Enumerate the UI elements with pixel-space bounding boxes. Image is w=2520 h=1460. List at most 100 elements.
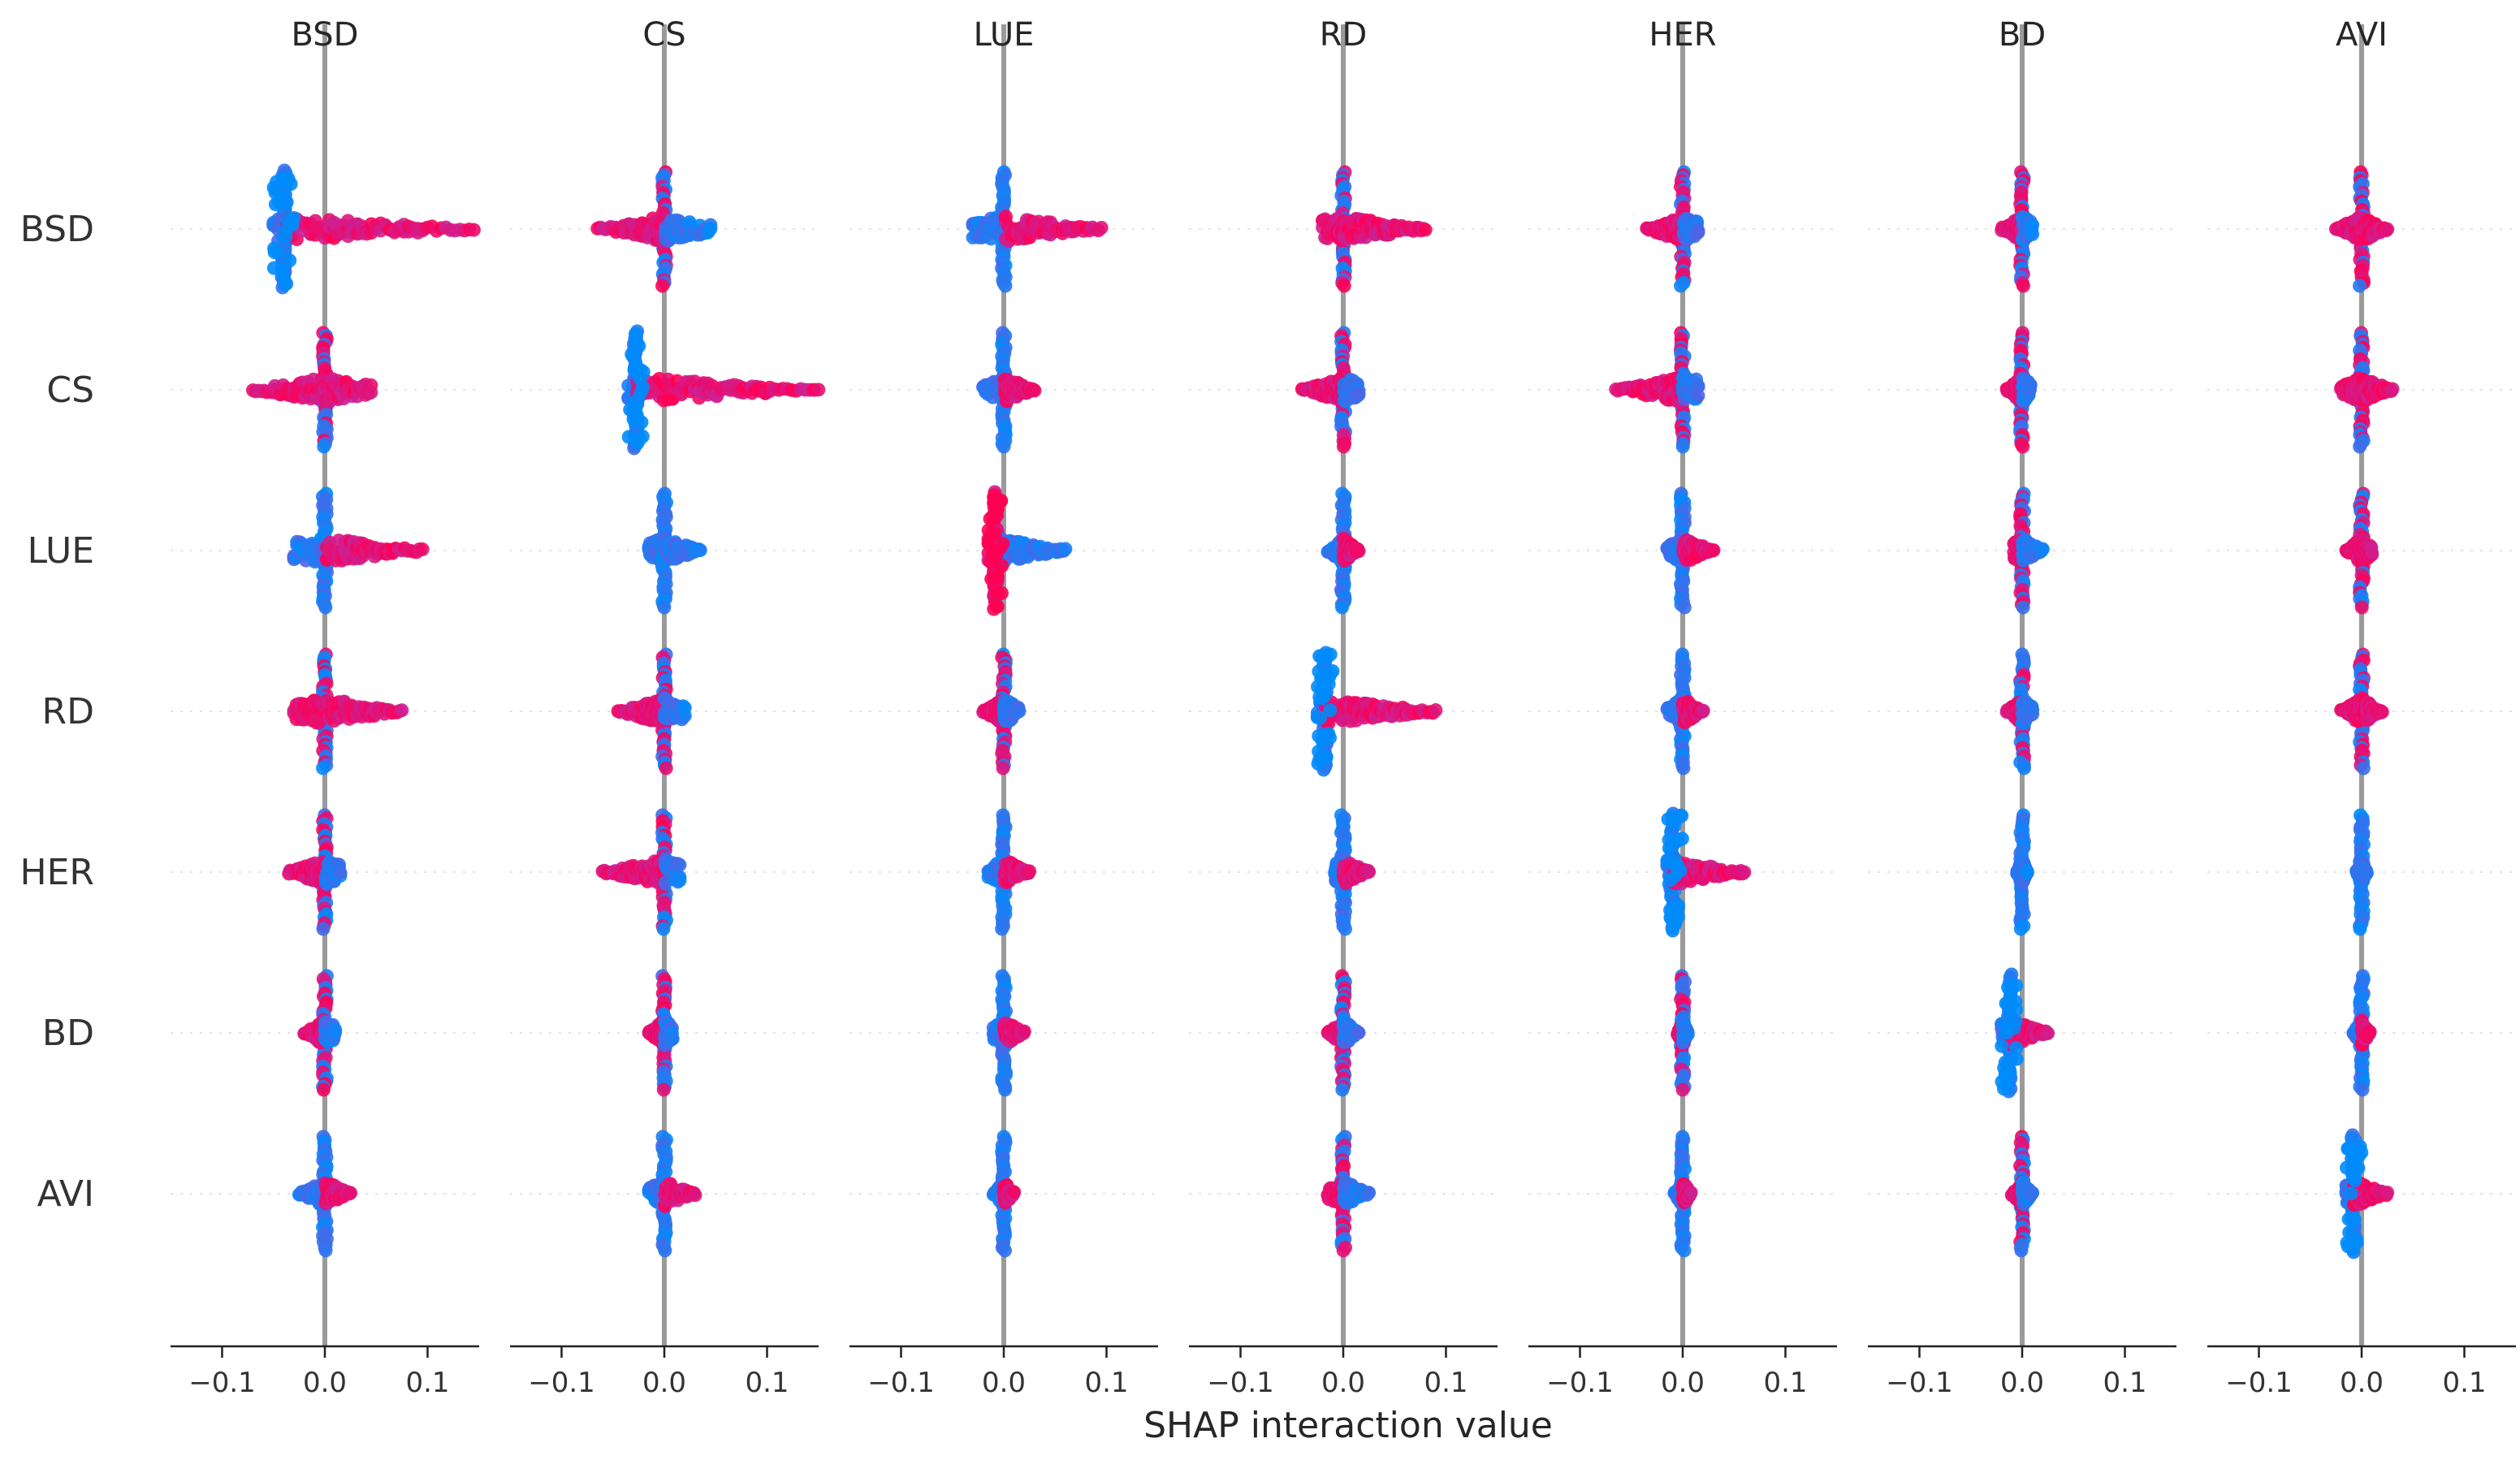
data-point bbox=[1337, 279, 1351, 293]
data-point bbox=[636, 380, 651, 395]
data-point bbox=[268, 197, 283, 212]
cell-rd-lue bbox=[976, 647, 1027, 775]
data-point bbox=[1429, 703, 1443, 718]
data-point bbox=[2016, 600, 2030, 615]
data-point bbox=[2016, 761, 2031, 775]
cell-her-bsd bbox=[282, 808, 348, 936]
cell-bsd-lue bbox=[966, 165, 1109, 293]
cell-bsd-cs bbox=[590, 165, 718, 293]
data-point bbox=[1012, 704, 1027, 719]
cell-cs-bd bbox=[1999, 326, 2038, 454]
data-point bbox=[283, 177, 298, 192]
data-point bbox=[1318, 688, 1333, 702]
data-point bbox=[1315, 650, 1329, 665]
data-point bbox=[1312, 744, 1326, 758]
data-point bbox=[2354, 600, 2369, 615]
data-point bbox=[2352, 279, 2367, 293]
data-point bbox=[1335, 600, 1350, 615]
data-point bbox=[629, 356, 643, 370]
cell-bsd-avi bbox=[2328, 165, 2395, 293]
cell-cs-avi bbox=[2334, 326, 2400, 454]
data-point bbox=[677, 701, 692, 715]
data-point bbox=[1696, 703, 1710, 718]
data-point bbox=[1322, 669, 1337, 684]
data-point bbox=[1418, 222, 1433, 237]
data-point bbox=[395, 703, 409, 718]
data-point bbox=[270, 244, 285, 259]
data-point bbox=[1312, 711, 1327, 725]
data-point bbox=[2023, 378, 2038, 392]
data-point bbox=[2013, 922, 2028, 936]
data-point bbox=[1675, 832, 1689, 846]
cell-lue-bd bbox=[2007, 486, 2050, 615]
data-point bbox=[1691, 224, 1705, 239]
data-point bbox=[1094, 220, 1109, 235]
cell-cs-cs bbox=[621, 324, 826, 456]
data-point bbox=[998, 279, 1013, 293]
cell-lue-her bbox=[1660, 486, 1721, 615]
data-point bbox=[1351, 544, 1366, 559]
data-point bbox=[364, 378, 378, 392]
data-point bbox=[415, 542, 430, 556]
data-point bbox=[995, 922, 1009, 936]
cell-lue-lue bbox=[981, 485, 1073, 616]
data-point bbox=[634, 415, 649, 430]
data-point bbox=[657, 600, 672, 615]
data-point bbox=[280, 212, 295, 227]
data-point bbox=[693, 543, 707, 558]
data-point bbox=[1677, 600, 1692, 615]
data-point bbox=[2025, 703, 2040, 718]
data-point bbox=[1662, 840, 1676, 855]
cell-her-her bbox=[1660, 806, 1752, 938]
data-point bbox=[316, 922, 331, 936]
data-point bbox=[984, 572, 999, 586]
cell-lue-cs bbox=[642, 486, 707, 615]
data-point bbox=[1668, 915, 1683, 930]
data-point bbox=[333, 866, 348, 880]
data-point bbox=[1668, 869, 1683, 883]
data-point bbox=[1675, 439, 1690, 454]
data-point bbox=[266, 180, 281, 195]
data-point bbox=[659, 761, 673, 775]
data-point bbox=[2365, 546, 2380, 560]
data-point bbox=[1674, 279, 1688, 293]
cell-lue-rd bbox=[1321, 486, 1366, 615]
data-point bbox=[1027, 383, 1042, 398]
cell-her-bd bbox=[2010, 808, 2034, 936]
data-point bbox=[1673, 808, 1688, 823]
data-point bbox=[996, 761, 1010, 775]
cell-cs-lue bbox=[976, 326, 1042, 454]
cell-bsd-rd bbox=[1316, 165, 1433, 293]
data-point bbox=[635, 430, 650, 444]
data-point bbox=[988, 527, 1002, 542]
data-point bbox=[995, 559, 1009, 573]
data-point bbox=[2380, 222, 2395, 236]
data-point bbox=[2353, 439, 2367, 454]
cell-lue-avi bbox=[2339, 486, 2380, 615]
cell-rd-rd bbox=[1310, 646, 1443, 777]
data-point bbox=[316, 761, 331, 775]
data-points bbox=[245, 163, 2400, 1259]
data-point bbox=[276, 269, 291, 283]
data-point bbox=[1336, 439, 1351, 454]
data-point bbox=[990, 599, 1005, 614]
cell-rd-her bbox=[1660, 647, 1710, 775]
data-point bbox=[990, 585, 1005, 599]
data-point bbox=[466, 222, 481, 237]
data-point bbox=[279, 230, 293, 244]
cell-lue-bsd bbox=[287, 486, 430, 615]
data-point bbox=[999, 209, 1014, 224]
data-point bbox=[627, 401, 642, 416]
data-point bbox=[1351, 387, 1366, 401]
data-point bbox=[283, 253, 297, 268]
data-point bbox=[2356, 761, 2371, 775]
cell-bsd-her bbox=[1640, 165, 1705, 293]
data-point bbox=[996, 439, 1011, 454]
data-point bbox=[2035, 542, 2050, 556]
data-point bbox=[2385, 382, 2400, 396]
data-point bbox=[1362, 865, 1377, 879]
cell-bsd-bd bbox=[1995, 165, 2040, 293]
cell-rd-cs bbox=[611, 647, 692, 775]
data-point bbox=[1671, 898, 1686, 913]
